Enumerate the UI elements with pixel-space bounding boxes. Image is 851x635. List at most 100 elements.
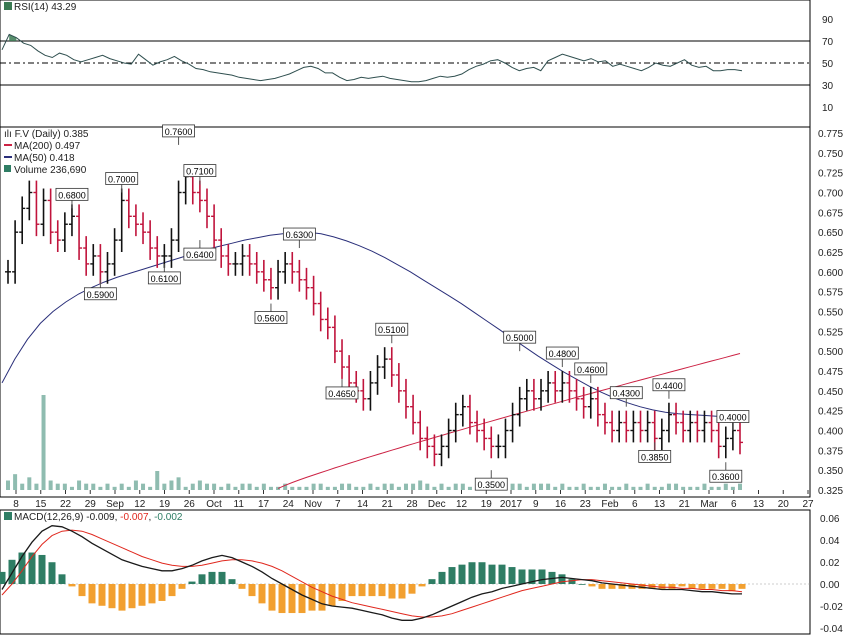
macd-histogram-bar bbox=[578, 584, 586, 585]
date-tick-label: 26 bbox=[184, 499, 196, 510]
macd-histogram-bar bbox=[258, 584, 266, 604]
volume-bar bbox=[610, 486, 615, 490]
volume-bar bbox=[254, 486, 259, 490]
volume-label: Volume 236,690 bbox=[14, 165, 87, 176]
rsi-overbought-area bbox=[9, 34, 17, 41]
macd-histogram-bar bbox=[168, 584, 176, 597]
price-callout-box bbox=[709, 469, 743, 483]
macd-histogram-bar bbox=[28, 552, 36, 584]
price-tick-label: 0.675 bbox=[818, 208, 843, 219]
date-tick-label: 24 bbox=[283, 499, 295, 510]
macd-histogram-bar bbox=[268, 584, 276, 611]
volume-bar bbox=[304, 486, 309, 490]
rsi-legend-swatch bbox=[4, 2, 12, 10]
macd-histogram-bar bbox=[358, 584, 366, 597]
volume-bar bbox=[325, 486, 330, 490]
volume-bar bbox=[148, 486, 153, 490]
macd-line bbox=[1, 525, 742, 621]
date-tick-label: 12 bbox=[134, 499, 146, 510]
macd-histogram-bar bbox=[498, 564, 506, 584]
rsi-line bbox=[1, 33, 743, 83]
price-tick-label: 0.350 bbox=[818, 466, 843, 477]
price-tick-label: 0.400 bbox=[818, 427, 843, 438]
macd-histogram-bar bbox=[148, 584, 156, 604]
price-callout-box bbox=[375, 322, 409, 336]
volume-bar bbox=[240, 483, 245, 490]
rsi-tick-label: 70 bbox=[822, 37, 834, 48]
price-callout-label: 0.5100 bbox=[378, 325, 406, 335]
date-tick-label: 14 bbox=[357, 499, 369, 510]
macd-histogram-bar bbox=[468, 562, 476, 584]
date-tick-label: 20 bbox=[778, 499, 790, 510]
macd-histogram-bar bbox=[658, 584, 666, 589]
ohlc-bars bbox=[5, 164, 743, 467]
price-callout-box bbox=[105, 172, 139, 185]
price-header: ılı F.V (Daily) 0.385 bbox=[4, 129, 89, 140]
volume-bar bbox=[119, 483, 124, 490]
macd-histogram-bar bbox=[178, 584, 186, 589]
volume-bars bbox=[6, 395, 742, 490]
volume-bar bbox=[531, 483, 536, 490]
macd-value: -0.009 bbox=[86, 512, 115, 523]
volume-bar bbox=[681, 486, 686, 490]
volume-bar bbox=[27, 477, 32, 490]
price-callout-label: 0.5600 bbox=[257, 314, 285, 324]
date-tick-label: 13 bbox=[654, 499, 666, 510]
price-callout-box bbox=[545, 346, 579, 360]
macd-histogram-bar bbox=[78, 584, 86, 597]
macd-histogram-bar bbox=[128, 584, 136, 609]
date-tick-label: 23 bbox=[580, 499, 592, 510]
volume-bar bbox=[197, 480, 202, 490]
price-legend: ılı F.V (Daily) 0.385 MA(200) 0.497 MA(5… bbox=[4, 129, 89, 176]
price-tick-label: 0.775 bbox=[818, 129, 843, 140]
volume-bar bbox=[204, 483, 209, 490]
macd-histogram-bar bbox=[218, 571, 226, 584]
volume-bar bbox=[340, 483, 345, 490]
volume-bar bbox=[624, 483, 629, 490]
volume-bar bbox=[602, 483, 607, 490]
volume-bar bbox=[418, 480, 423, 490]
macd-histogram-bar bbox=[538, 569, 546, 584]
macd-histogram-bar bbox=[698, 584, 706, 589]
volume-bar bbox=[133, 480, 138, 490]
volume-bar bbox=[48, 480, 53, 490]
macd-histogram-bar bbox=[408, 584, 416, 594]
macd-legend: MACD(12,26,9) -0.009, -0.007, -0.002 bbox=[4, 512, 183, 523]
macd-panel-frame bbox=[0, 509, 811, 635]
volume-bar bbox=[105, 483, 110, 490]
macd-histogram-bar bbox=[738, 584, 746, 589]
date-tick-label: Oct bbox=[206, 499, 222, 510]
macd-histogram-bar bbox=[138, 584, 146, 606]
volume-bar bbox=[169, 480, 174, 490]
rsi-legend: RSI(14) 43.29 bbox=[4, 2, 77, 13]
date-tick-label: Mar bbox=[700, 499, 718, 510]
volume-bar bbox=[247, 483, 252, 490]
macd-tick-label: 0.00 bbox=[820, 580, 840, 591]
macd-histogram-bar bbox=[18, 552, 26, 584]
volume-bar bbox=[595, 486, 600, 490]
macd-histogram-bar bbox=[248, 584, 256, 597]
volume-bar bbox=[617, 486, 622, 490]
volume-bar bbox=[162, 483, 167, 490]
price-callouts: 0.7600 0.7100 0.7000 0.6800 0.6400 0.6100 0.59… bbox=[55, 124, 750, 491]
price-axis: 0.775 0.750 0.725 0.700 0.675 0.650 0.625 0.600… bbox=[818, 129, 843, 497]
macd-tick-label: -0.04 bbox=[820, 624, 843, 635]
price-callout-box bbox=[574, 362, 608, 376]
macd-histogram-bar bbox=[118, 584, 126, 611]
macd-histogram bbox=[0, 552, 810, 614]
price-tick-label: 0.725 bbox=[818, 169, 843, 180]
price-callout-box bbox=[162, 124, 195, 138]
price-tick-label: 0.600 bbox=[818, 268, 843, 279]
price-callout-label: 0.7000 bbox=[108, 175, 136, 185]
price-callout-box bbox=[183, 164, 217, 177]
volume-bar bbox=[674, 483, 679, 490]
date-tick-label: 21 bbox=[382, 499, 394, 510]
macd-histogram-bar bbox=[678, 584, 686, 587]
volume-bar bbox=[567, 486, 572, 490]
price-tick-label: 0.525 bbox=[818, 327, 843, 338]
macd-histogram-bar bbox=[48, 562, 56, 584]
macd-histogram-bar bbox=[558, 574, 566, 584]
volume-bar bbox=[382, 483, 387, 490]
price-callout-label: 0.6300 bbox=[286, 230, 314, 240]
